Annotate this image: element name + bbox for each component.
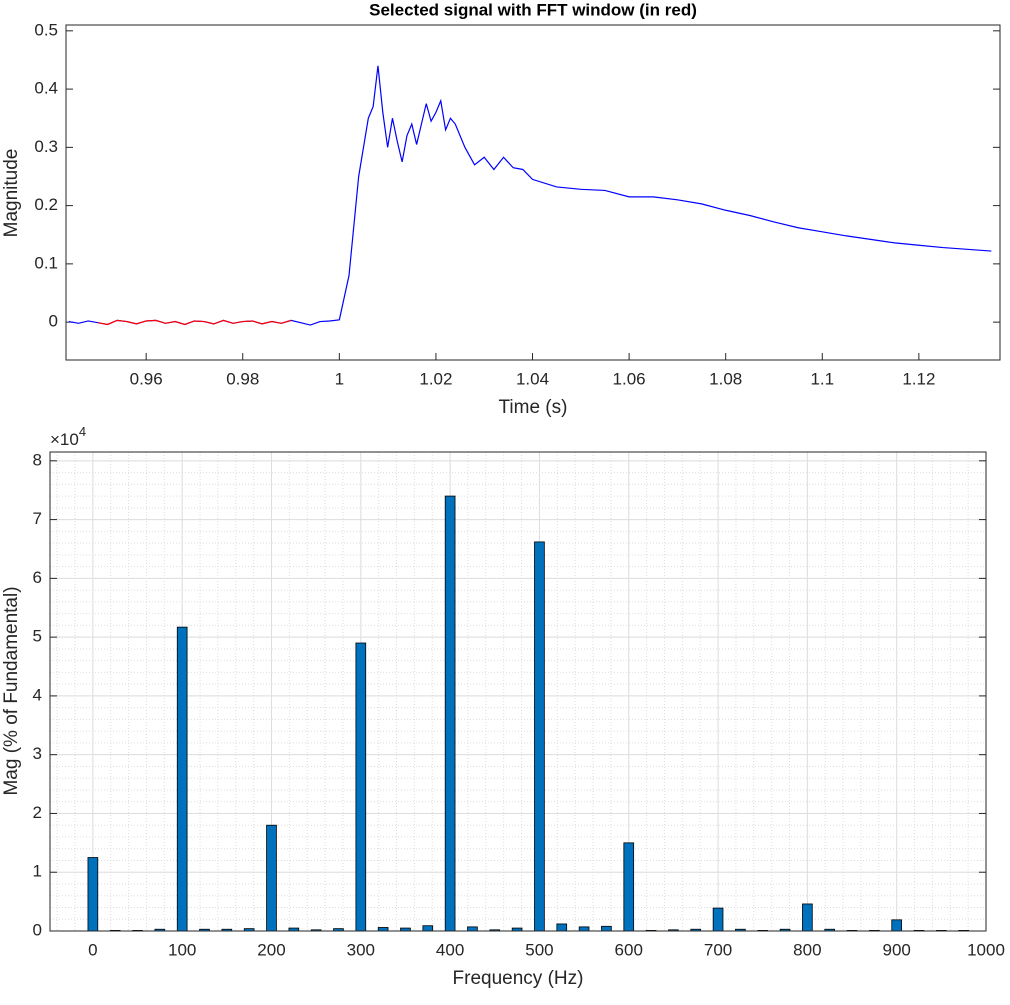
signal-line xyxy=(68,65,992,326)
bar xyxy=(377,927,389,932)
x-tick-label: 100 xyxy=(168,940,196,959)
bar xyxy=(87,857,99,932)
y-tick-label: 0 xyxy=(33,920,42,939)
y-tick-label: 6 xyxy=(33,568,42,587)
x-tick-label: 1.04 xyxy=(516,369,549,388)
x-tick-label: 700 xyxy=(704,940,732,959)
x-tick-label: 1.02 xyxy=(419,369,452,388)
bar xyxy=(355,642,367,932)
x-axis-label: Time (s) xyxy=(499,397,568,418)
bar xyxy=(712,907,724,932)
y-multiplier-base: ×10 xyxy=(50,430,79,449)
bar xyxy=(422,925,434,932)
x-tick-label: 0 xyxy=(88,940,97,959)
y-tick-label: 3 xyxy=(33,744,42,763)
signal-line xyxy=(97,319,292,326)
x-tick-label: 1.1 xyxy=(810,369,834,388)
bar xyxy=(444,495,456,932)
y-tick-label: 4 xyxy=(33,685,42,704)
y-tick-label: 5 xyxy=(33,627,42,646)
y-tick-label: 8 xyxy=(33,450,42,469)
bar xyxy=(534,541,545,932)
axes-box xyxy=(65,24,1001,361)
y-tick-label: 0.2 xyxy=(34,195,58,214)
x-tick-label: 300 xyxy=(347,940,375,959)
y-axis-label: Magnitude xyxy=(1,149,22,238)
y-multiplier: ×104 xyxy=(50,424,86,449)
bar xyxy=(467,926,478,932)
bar xyxy=(578,926,590,932)
x-axis-label: Frequency (Hz) xyxy=(453,968,584,989)
x-tick-label: 1 xyxy=(335,369,344,388)
bar xyxy=(556,923,568,932)
y-multiplier-exponent: 4 xyxy=(79,424,86,439)
x-tick-label: 800 xyxy=(793,940,821,959)
bar xyxy=(891,919,902,932)
x-tick-label: 500 xyxy=(525,940,553,959)
bar xyxy=(601,925,612,932)
y-tick-label: 0.3 xyxy=(34,137,58,156)
y-axis-label: Mag (% of Fundamental) xyxy=(1,586,22,795)
x-tick-label: 1.08 xyxy=(709,369,742,388)
y-tick-label: 0.4 xyxy=(34,79,58,98)
x-tick-label: 1.06 xyxy=(613,369,646,388)
axes-box xyxy=(49,451,987,932)
y-tick-label: 1 xyxy=(33,862,42,881)
y-tick-label: 2 xyxy=(33,803,42,822)
x-tick-label: 400 xyxy=(436,940,464,959)
x-tick-label: 600 xyxy=(615,940,643,959)
bar xyxy=(802,903,813,932)
x-tick-label: 0.96 xyxy=(130,369,163,388)
y-tick-label: 7 xyxy=(33,509,42,528)
chart-title: Selected signal with FFT window (in red) xyxy=(369,0,697,19)
x-tick-label: 0.98 xyxy=(226,369,259,388)
bar xyxy=(176,626,188,932)
bar xyxy=(266,824,277,932)
x-tick-label: 1000 xyxy=(967,940,1005,959)
x-tick-label: 1.12 xyxy=(902,369,935,388)
bar xyxy=(623,842,635,932)
x-tick-label: 900 xyxy=(882,940,910,959)
y-tick-label: 0.1 xyxy=(34,253,58,272)
y-tick-label: 0 xyxy=(49,312,58,331)
x-tick-label: 200 xyxy=(257,940,285,959)
y-tick-label: 0.5 xyxy=(34,20,58,39)
